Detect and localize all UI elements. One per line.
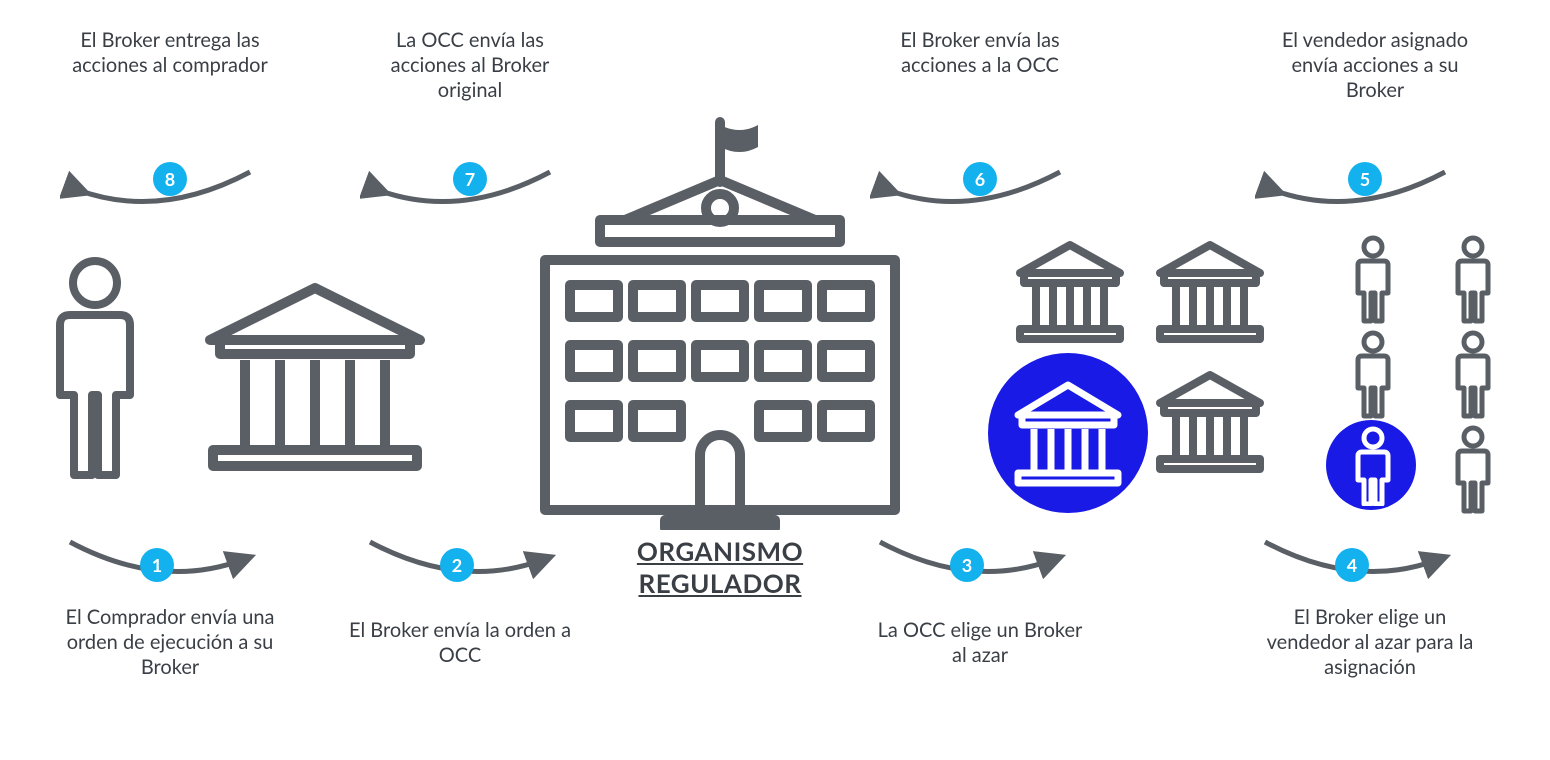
regulator-label-line1: ORGANISMO (637, 535, 803, 567)
caption-step-6: El Broker envía las acciones a la OCC (870, 28, 1090, 78)
badge-step-6: 6 (963, 162, 997, 196)
caption-step-1: El Comprador envía una orden de ejecució… (60, 605, 280, 680)
broker-pool-bank-3-highlight (988, 353, 1148, 513)
regulator-label: ORGANISMO REGULADOR (570, 535, 870, 599)
seller-5 (1350, 426, 1396, 506)
broker-pool-bank-3 (1008, 375, 1128, 491)
diagram-stage: El Broker entrega las acciones al compra… (0, 0, 1550, 760)
badge-step-1: 1 (140, 548, 174, 582)
sellers-pool (1340, 235, 1520, 505)
badge-step-5: 5 (1348, 162, 1382, 196)
caption-step-4: El Broker elige un vendedor al azar para… (1255, 605, 1485, 680)
badge-step-8: 8 (153, 162, 187, 196)
caption-step-3: La OCC elige un Broker al azar (870, 618, 1090, 668)
badge-step-4: 4 (1335, 548, 1369, 582)
badge-step-7: 7 (453, 162, 487, 196)
seller-1 (1350, 235, 1396, 325)
broker-pool-bank-2 (1150, 235, 1270, 345)
caption-step-5: El vendedor asignado envía acciones a su… (1260, 28, 1490, 103)
broker-pool-bank-1 (1010, 235, 1130, 345)
buyer-broker-bank-icon (195, 270, 435, 480)
seller-4 (1450, 330, 1496, 420)
brokers-pool (1000, 235, 1280, 505)
seller-5-highlight (1326, 420, 1416, 510)
seller-6 (1450, 425, 1496, 515)
badge-step-3: 3 (950, 548, 984, 582)
broker-pool-bank-4 (1150, 365, 1270, 475)
badge-step-2: 2 (440, 548, 474, 582)
caption-step-8: El Broker entrega las acciones al compra… (60, 28, 280, 78)
seller-3 (1350, 330, 1396, 420)
caption-step-2: El Broker envía la orden a OCC (340, 618, 580, 668)
caption-step-7: La OCC envía las acciones al Broker orig… (360, 28, 580, 103)
regulator-building-icon (505, 110, 935, 530)
regulator-label-line2: REGULADOR (638, 567, 801, 599)
seller-2 (1450, 235, 1496, 325)
buyer-person-icon (40, 255, 150, 485)
